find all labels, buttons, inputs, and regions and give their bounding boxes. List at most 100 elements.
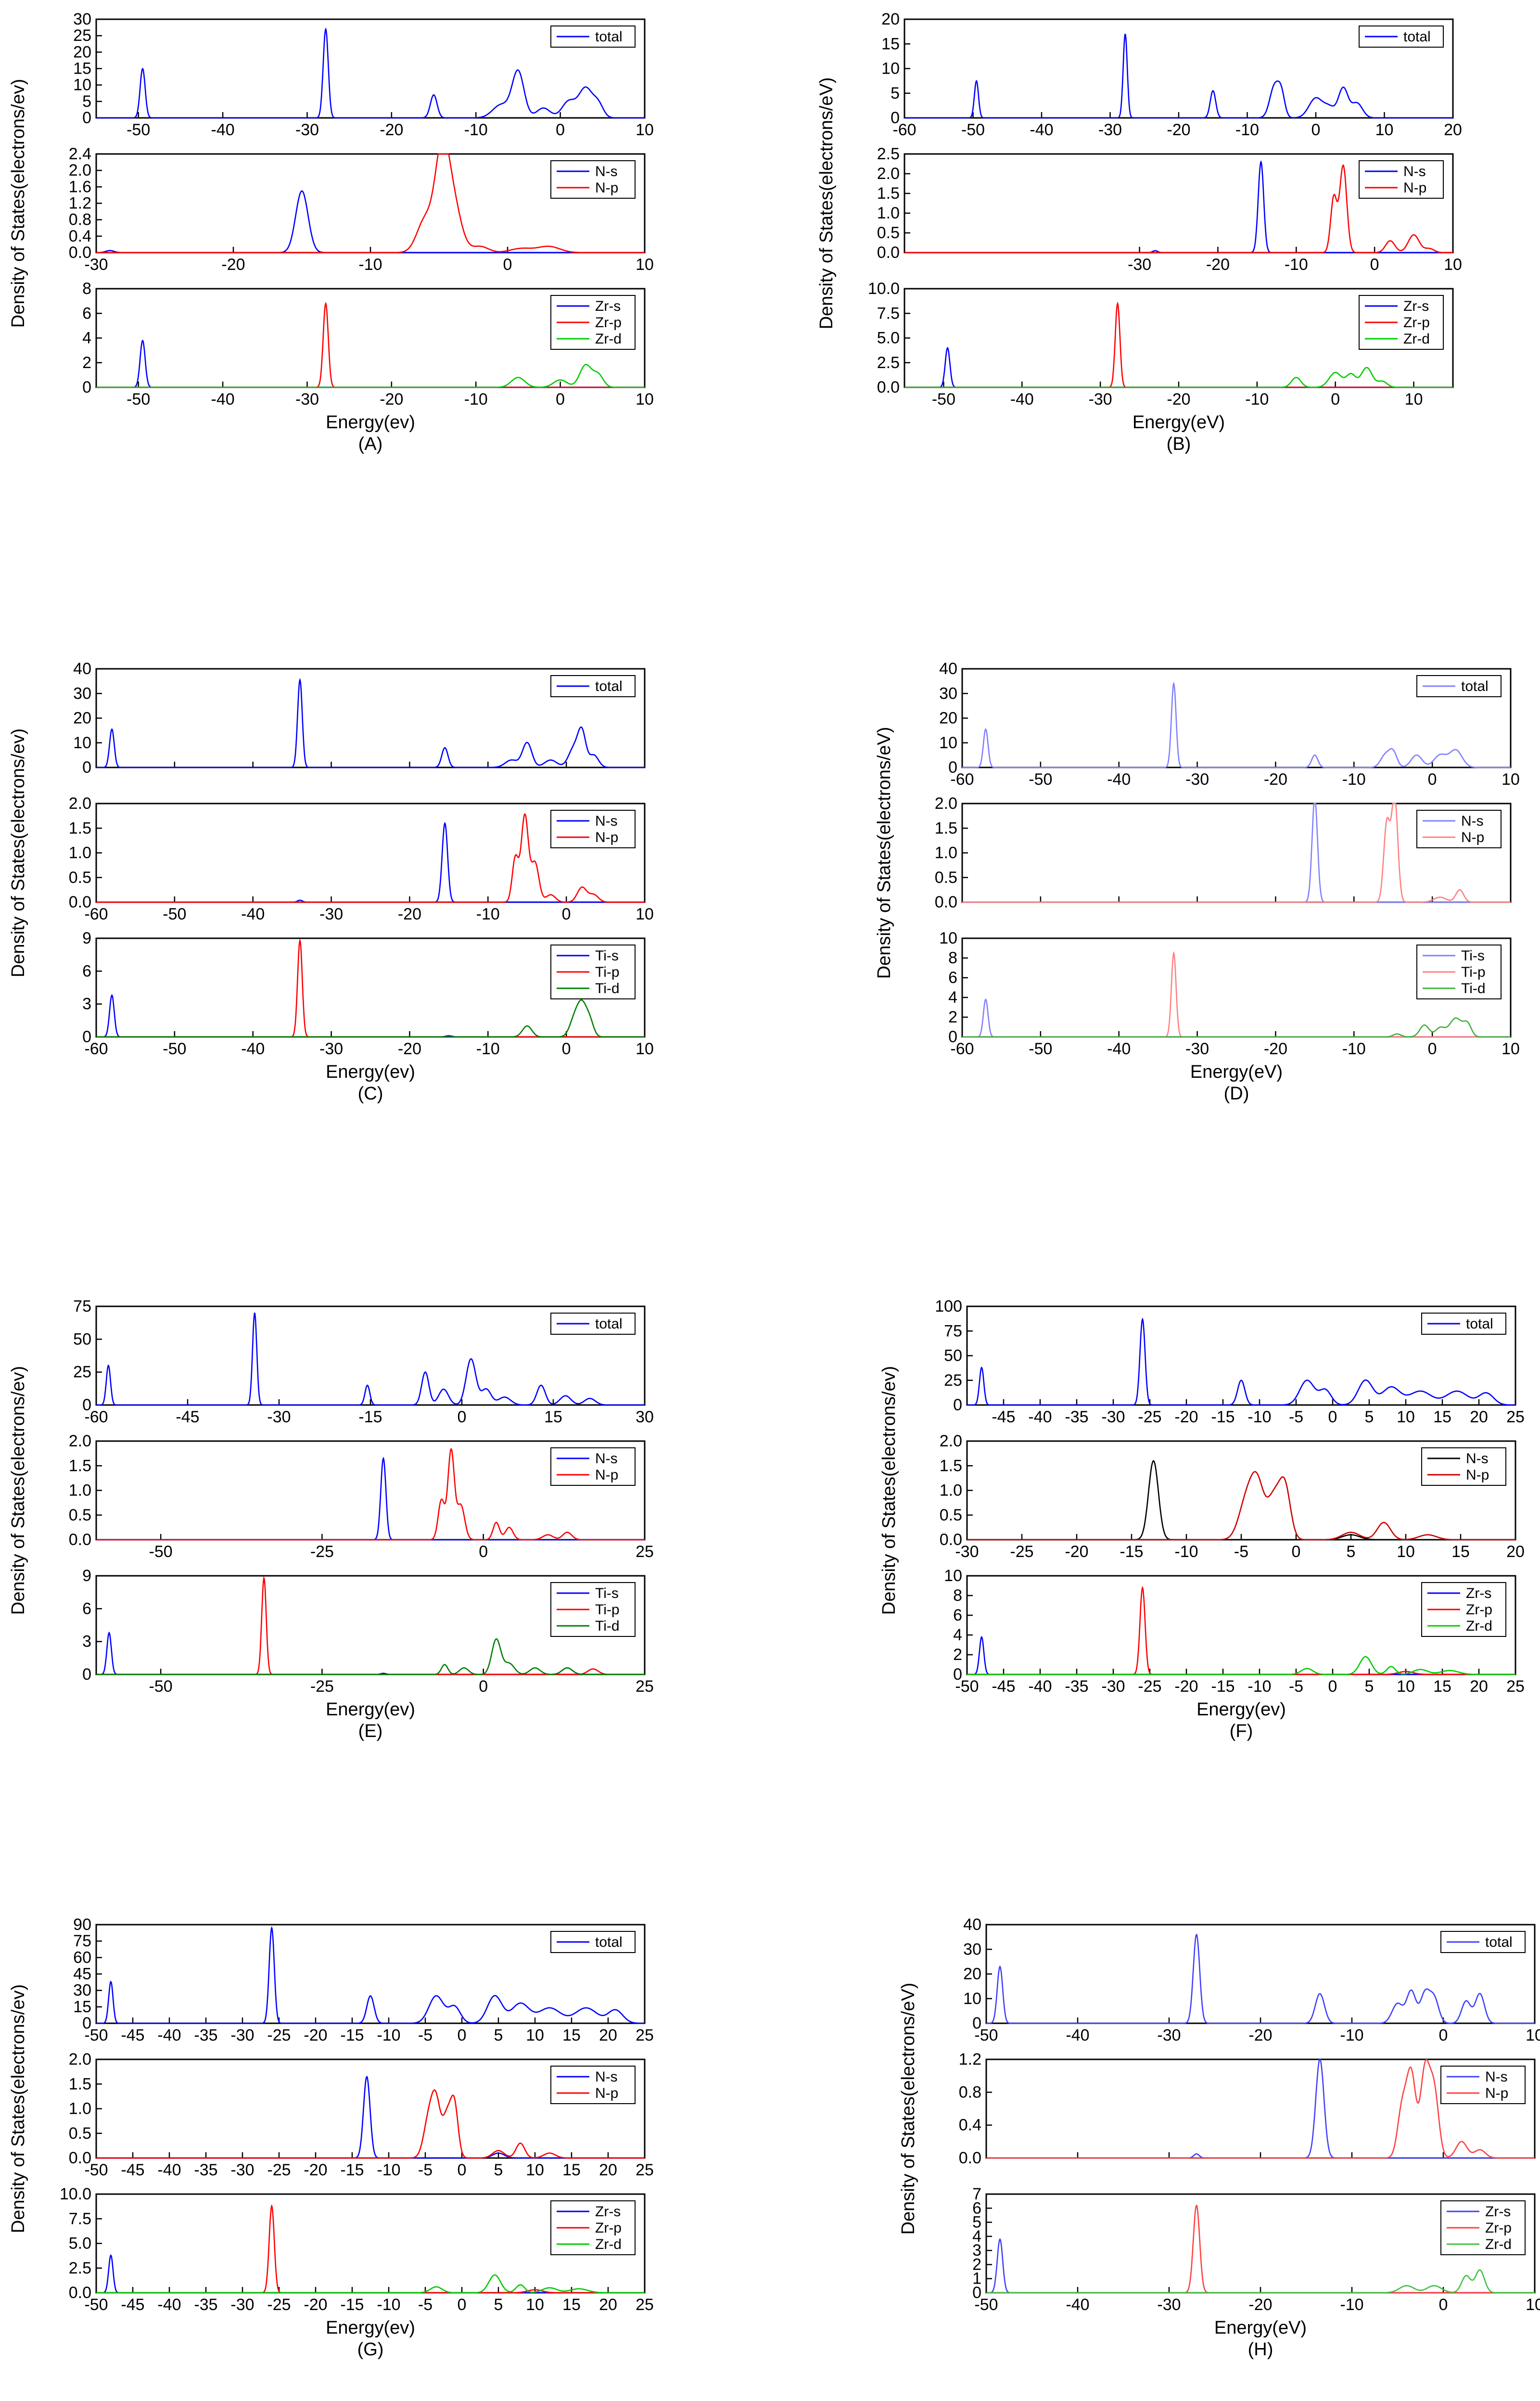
legend-label: Ti-p xyxy=(1461,964,1486,980)
chart-d-panel-3: -60 -50 -40 -30 -20 -10 0 10 0 246 8 10 Ti-sTi-pTi-d xyxy=(939,929,1520,1058)
x-tick-label: 0 xyxy=(562,1040,571,1058)
x-tick-label: -50 xyxy=(149,1677,173,1696)
x-tick-label: -10 xyxy=(377,2026,400,2044)
y-tick-label: 2.5 xyxy=(877,145,900,163)
x-tick-label: -25 xyxy=(310,1677,334,1696)
x-tick-label: -50 xyxy=(127,121,150,139)
series-line-total xyxy=(904,34,1453,119)
y-tick-label: 2.0 xyxy=(69,794,91,813)
series-line-n-s xyxy=(96,190,645,254)
x-tick-label: 10 xyxy=(1502,770,1520,789)
x-tick-label: 5 xyxy=(1347,1543,1356,1561)
y-tick-label: 10 xyxy=(881,60,900,78)
legend-label: Zr-s xyxy=(1466,1585,1491,1601)
chart-d-panel-2: 0.0 0.5 1.0 1.5 2.0 N-sN-p xyxy=(935,794,1512,911)
legend-label: N-s xyxy=(1461,813,1484,829)
y-tick-label: 0 xyxy=(82,1665,91,1684)
x-tick-label: -5 xyxy=(1234,1543,1248,1561)
x-tick-label: -30 xyxy=(295,121,319,139)
y-tick-label: 30 xyxy=(73,1981,91,2000)
y-tick-label: 60 xyxy=(73,1948,91,1967)
y-tick-label: 3 xyxy=(972,2241,981,2260)
legend-label: Zr-p xyxy=(1485,2220,1512,2236)
legend-label: Ti-d xyxy=(595,981,620,996)
x-tick-label: 0 xyxy=(458,2026,467,2044)
y-tick-label: 40 xyxy=(963,1916,981,1934)
x-tick-label: 0 xyxy=(1439,2296,1448,2314)
y-tick-label: 1 xyxy=(972,2270,981,2288)
y-tick-label: 0.0 xyxy=(69,893,91,911)
y-tick-label: 2 xyxy=(82,354,91,372)
x-tick-label: -20 xyxy=(1167,121,1190,139)
series-line-total xyxy=(96,1926,645,2024)
x-tick-label: 15 xyxy=(562,2026,581,2044)
x-tick-label: -50 xyxy=(955,1677,979,1696)
y-tick-label: 30 xyxy=(73,10,91,28)
y-tick-label: 0.0 xyxy=(935,893,957,911)
series-line-n-p xyxy=(967,1471,1515,1541)
series-line-ti-s xyxy=(96,994,645,1038)
y-tick-label: 20 xyxy=(73,43,91,61)
legend-box xyxy=(1440,2066,1526,2104)
x-tick-label: 0 xyxy=(556,390,565,409)
x-tick-label: 0 xyxy=(1439,2026,1448,2044)
series-line-n-p xyxy=(986,2059,1535,2159)
x-tick-label: 15 xyxy=(562,2161,581,2179)
x-tick-label: -40 xyxy=(241,905,265,923)
x-tick-label: 25 xyxy=(1506,1408,1525,1426)
series-line-zr-d xyxy=(904,367,1453,388)
series-line-zr-d xyxy=(96,2274,645,2294)
legend-label: N-p xyxy=(1485,2085,1508,2101)
legend-label: Ti-s xyxy=(595,1585,619,1601)
legend-label: Zr-s xyxy=(595,2204,621,2220)
chart-b: -60 -50 -40 -30 -20 -10 0 10 2005101520total-30-… xyxy=(816,10,1462,454)
x-tick-label: 10 xyxy=(1502,1040,1520,1058)
legend-label: Ti-d xyxy=(1461,981,1486,996)
y-tick-label: 45 xyxy=(73,1965,91,1983)
series-line-total xyxy=(96,677,645,768)
y-tick-label: 1.5 xyxy=(69,819,91,837)
y-tick-label: 4 xyxy=(953,1626,962,1644)
x-tick-label: -60 xyxy=(84,1040,108,1058)
x-tick-label: -15 xyxy=(340,2296,364,2314)
legend-label: Zr-p xyxy=(595,2220,622,2236)
x-tick-label: 10 xyxy=(1375,121,1394,139)
x-tick-label: -25 xyxy=(267,2026,291,2044)
legend-box xyxy=(1421,1447,1506,1486)
x-tick-label: -40 xyxy=(1010,390,1034,409)
x-tick-label: 25 xyxy=(1506,1677,1525,1696)
x-tick-label: -10 xyxy=(1285,255,1308,274)
chart-e-panel-1: -60 -45 -30 -15 0 15 30 0 25 50 75 total xyxy=(73,1297,654,1426)
y-tick-label: 2.5 xyxy=(69,2259,91,2277)
x-tick-label: -45 xyxy=(176,1408,199,1426)
y-tick-label: 25 xyxy=(73,1363,91,1381)
y-tick-label: 10.0 xyxy=(868,280,900,298)
y-tick-label: 6 xyxy=(82,304,91,322)
x-tick-label: 0 xyxy=(458,2161,467,2179)
x-tick-label: 25 xyxy=(636,2296,654,2314)
y-tick-label: 9 xyxy=(82,1567,91,1585)
y-tick-label: 0 xyxy=(972,2284,981,2302)
x-tick-label: 20 xyxy=(1444,121,1462,139)
x-tick-label: -20 xyxy=(221,255,245,274)
legend-label: total xyxy=(595,1934,623,1950)
y-tick-label: 75 xyxy=(944,1322,962,1340)
legend-label: Zr-p xyxy=(1466,1602,1492,1618)
x-tick-label: -40 xyxy=(157,2161,181,2179)
x-tick-label: 25 xyxy=(636,2026,654,2044)
legend-box xyxy=(550,810,636,848)
y-tick-label: 0.0 xyxy=(69,243,91,262)
legend-label: Zr-s xyxy=(1485,2204,1511,2220)
x-tick-label: -5 xyxy=(1289,1408,1303,1426)
y-tick-label: 1.2 xyxy=(959,2050,981,2069)
x-axis-label: Energy(ev) xyxy=(326,1062,415,1082)
x-tick-label: 0 xyxy=(1328,1408,1337,1426)
legend-label: total xyxy=(1403,29,1431,45)
legend-label: N-s xyxy=(595,1451,618,1467)
y-tick-label: 40 xyxy=(939,660,957,678)
x-tick-label: -35 xyxy=(194,2296,217,2314)
x-tick-label: -40 xyxy=(1107,1040,1131,1058)
legend-label: Zr-s xyxy=(1403,298,1429,314)
x-tick-label: -40 xyxy=(1107,770,1131,789)
